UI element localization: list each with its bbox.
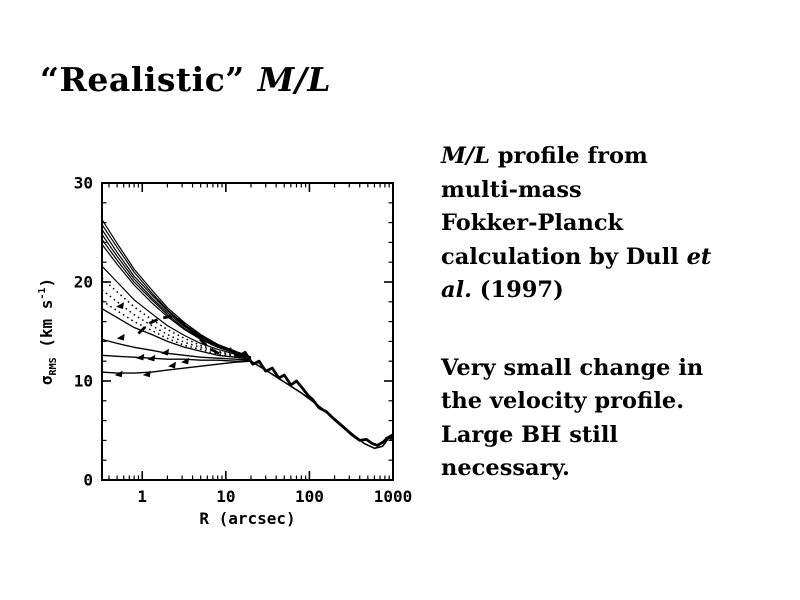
series-dashed-bump: [137, 315, 223, 357]
triangle-marker: [168, 361, 176, 369]
chart-svg: 1 10 100 1000 0 10 20 30 R (arcsec) σRMS (km s-1): [37, 174, 413, 529]
triangle-marker: [161, 348, 169, 356]
text-line: calculation by Dull et: [441, 241, 791, 275]
text-column: M/L profile from multi-mass Fokker-Planc…: [441, 140, 791, 530]
text-line: Large BH still: [441, 421, 618, 448]
series-model-fan-2: [101, 224, 252, 358]
text-line: necessary.: [441, 455, 570, 481]
text-line: Very small change in: [441, 354, 704, 381]
series-model-fan-1: [101, 219, 252, 358]
text-run: (1997): [471, 277, 564, 303]
triangle-marker: [142, 370, 151, 378]
text-line: M/L profile from: [441, 140, 791, 174]
y-tick-label: 30: [74, 174, 93, 193]
x-tick-label: 10: [216, 487, 235, 506]
plot-frame: [101, 182, 394, 481]
text-line: Fokker-Planck: [441, 210, 624, 236]
series-model-fan-8: [101, 308, 252, 360]
x-tick-label: 1000: [374, 487, 413, 506]
triangle-marker: [116, 302, 124, 309]
title-ml-math: M/L: [257, 60, 332, 99]
series-model-fan-6: [101, 244, 252, 359]
series-model-fan-3: [101, 229, 252, 358]
text-line: al. (1997): [441, 274, 791, 308]
x-tick-label: 100: [295, 487, 324, 506]
series-model-fan-4: [101, 234, 252, 358]
triangle-marker: [181, 357, 190, 365]
series-model-fan-9: [101, 338, 252, 361]
y-tick-label: 0: [83, 471, 93, 490]
velocity-dispersion-figure: 1 10 100 1000 0 10 20 30 R (arcsec) σRMS (km s-1): [30, 160, 430, 540]
ml-math: M/L: [441, 143, 490, 169]
page-title: “Realistic” M/L: [40, 60, 331, 99]
series-model-flat-bottom: [101, 360, 252, 374]
x-tick-label: 1: [137, 487, 147, 506]
y-tick-label: 10: [74, 372, 93, 391]
triangle-marker: [116, 333, 125, 341]
et-al-italic: et: [686, 243, 712, 270]
series-model-fan-5: [101, 239, 252, 358]
series-tail-observed: [228, 347, 389, 447]
triangle-marker: [136, 353, 145, 361]
series-model-fan-10: [101, 354, 251, 362]
y-tick-label: 20: [74, 273, 93, 292]
x-axis-label: R (arcsec): [199, 509, 295, 528]
text-line: the velocity profile.: [441, 388, 685, 414]
text-run: profile from: [489, 143, 648, 169]
y-axis-label: σRMS (km s-1): [37, 278, 59, 385]
paragraph-conclusion: Very small change in the velocity profil…: [441, 352, 791, 486]
et-al-italic: al.: [441, 277, 472, 303]
title-quoted-text: “Realistic”: [40, 60, 245, 99]
triangle-marker: [147, 354, 156, 362]
series-model-fan-7: [101, 265, 252, 359]
triangle-marker: [384, 433, 393, 441]
text-line: multi-mass: [441, 176, 582, 203]
triangle-marker: [114, 370, 123, 378]
paragraph-ml-profile: M/L profile from multi-mass Fokker-Planc…: [441, 140, 791, 308]
text-run: calculation by Dull: [441, 243, 687, 270]
